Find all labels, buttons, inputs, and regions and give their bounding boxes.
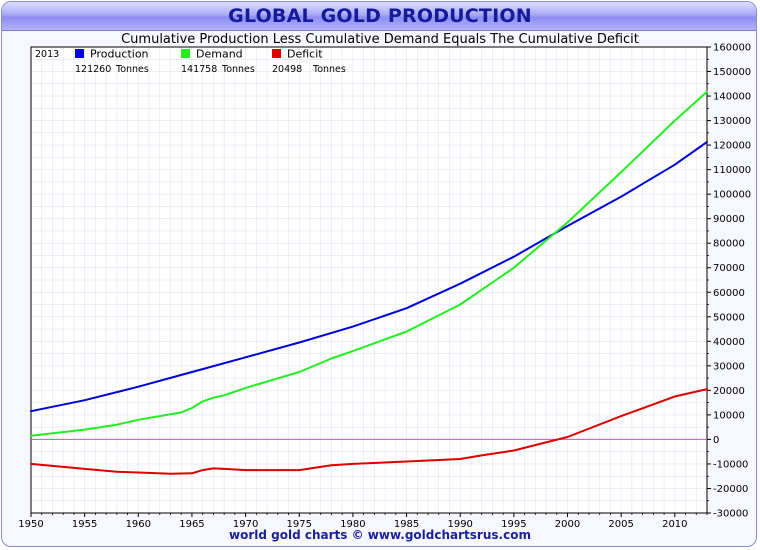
y-tick-label: 150000 (713, 67, 751, 78)
legend-label-demand: Demand (196, 48, 243, 61)
y-tick-label: 140000 (713, 92, 751, 103)
y-tick-label: 90000 (713, 214, 745, 225)
series-line-production (30, 141, 708, 413)
y-tick-label: 20000 (713, 386, 745, 397)
x-tick-label: 1980 (340, 519, 365, 530)
series-line-deficit (30, 388, 708, 475)
y-tick-label: -20000 (713, 484, 748, 495)
y-axis: -30000 -20000 -10000 0 10000 20000 30000 40000 5… (707, 43, 751, 520)
legend-unit-deficit: Tonnes (312, 64, 346, 75)
series-line-demand (30, 90, 708, 437)
y-tick-label: 50000 (713, 312, 745, 323)
legend-unit-production: Tonnes (115, 64, 149, 75)
y-tick-label: 80000 (713, 239, 745, 250)
y-tick-label: 110000 (713, 165, 751, 176)
chart-title: GLOBAL GOLD PRODUCTION (228, 5, 532, 27)
x-axis: 1950 1955 1960 1965 1970 1975 1980 1985 1990 1995… (18, 513, 708, 530)
footer-credit: world gold charts © www.goldchartsrus.co… (229, 528, 531, 542)
title-bar: GLOBAL GOLD PRODUCTION (2, 2, 756, 31)
y-tick-label: 130000 (713, 116, 751, 127)
x-tick-label: 2010 (662, 519, 687, 530)
x-tick-label: 1985 (394, 519, 419, 530)
legend-swatch-demand (181, 49, 190, 58)
y-tick-label: 70000 (713, 263, 745, 274)
x-tick-label: 1960 (126, 519, 151, 530)
y-tick-label: 10000 (713, 410, 745, 421)
y-tick-label: 60000 (713, 288, 745, 299)
y-tick-label: 120000 (713, 141, 751, 152)
y-tick-label: -30000 (713, 509, 748, 520)
legend-year: 2013 (35, 49, 59, 60)
y-tick-label: 160000 (713, 43, 751, 54)
legend: 2013 Production 121260 Tonnes Demand 141758 To… (35, 48, 346, 76)
x-tick-label: 1995 (501, 519, 526, 530)
x-tick-label: 1975 (287, 519, 312, 530)
chart-subtitle: Cumulative Production Less Cumulative De… (121, 32, 639, 47)
x-tick-label: 1990 (447, 519, 472, 530)
legend-value-production: 121260 (75, 64, 111, 75)
x-tick-label: 1970 (233, 519, 258, 530)
y-tick-label: 40000 (713, 337, 745, 348)
x-tick-label: 1950 (18, 519, 43, 530)
series-group (30, 90, 708, 475)
legend-swatch-production (75, 49, 84, 58)
y-tick-label: 30000 (713, 361, 745, 372)
y-tick-label: -10000 (713, 459, 748, 470)
legend-value-demand: 141758 (181, 64, 217, 75)
legend-label-production: Production (90, 48, 149, 61)
x-tick-label: 2005 (608, 519, 633, 530)
legend-value-deficit: 20498 (272, 64, 302, 75)
legend-label-deficit: Deficit (287, 48, 323, 61)
grid-lines (30, 46, 708, 514)
x-tick-label: 2000 (555, 519, 580, 530)
y-tick-label: 0 (713, 435, 719, 446)
legend-swatch-deficit (272, 49, 281, 58)
x-tick-label: 1965 (179, 519, 204, 530)
legend-unit-demand: Tonnes (221, 64, 255, 75)
y-tick-label: 100000 (713, 190, 751, 201)
x-tick-label: 1955 (72, 519, 97, 530)
